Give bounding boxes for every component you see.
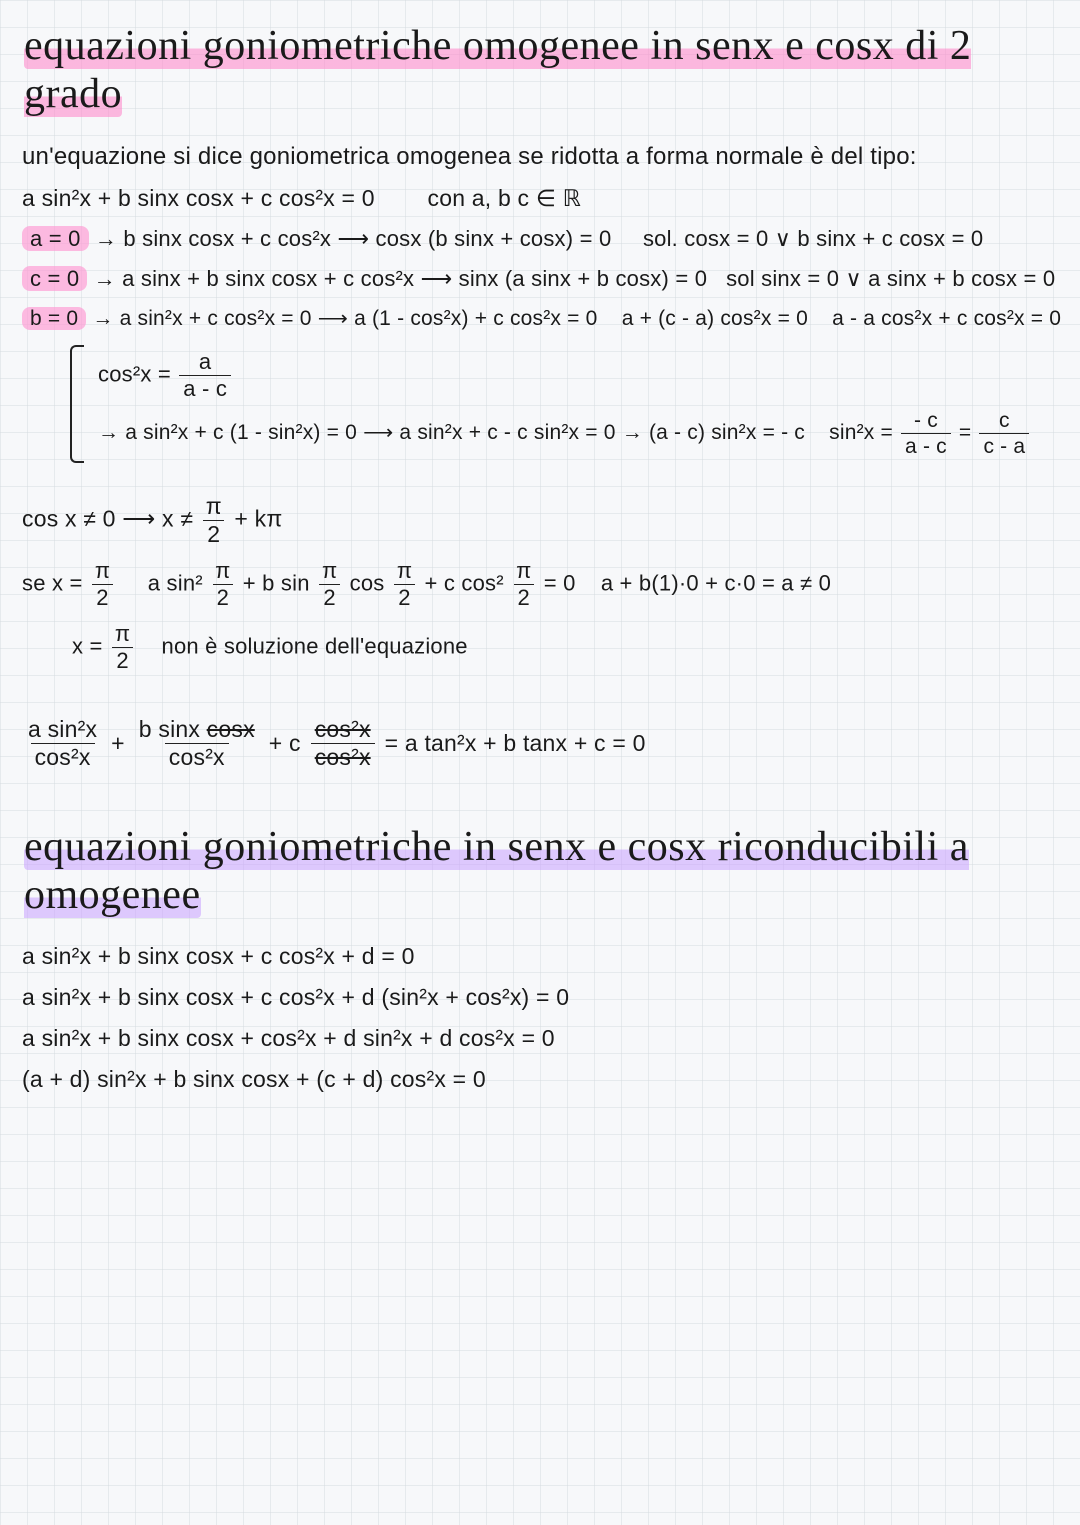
plus-1: +: [111, 730, 125, 757]
case-c-label: c = 0: [22, 266, 87, 291]
term2-strike: cosx: [207, 716, 255, 742]
plus-2: + c: [269, 730, 301, 757]
frac-c-over-c-a: c c - a: [979, 410, 1029, 457]
frac-term3: cos²x cos²x: [311, 718, 375, 769]
case-b-bracket: cos²x = a a - c → a sin²x + c (1 - sin²x…: [70, 345, 1058, 463]
frac-num: c: [995, 410, 1014, 433]
frac-pi-2-g: π 2: [111, 623, 134, 672]
big-bracket: [70, 345, 84, 463]
case-c-2: ⟶ sinx (a sinx + b cosx) = 0: [421, 266, 708, 291]
frac-den: cos²x: [165, 743, 229, 769]
non-sol-row: x = π 2 non è soluzione dell'equazione: [72, 623, 1058, 672]
se-expand: a + b(1)·0 + c·0 = a ≠ 0: [601, 570, 831, 595]
case-a-row: a = 0 → b sinx cosx + c cos²x ⟶ cosx (b …: [22, 226, 1058, 252]
frac-neg-c: - c a - c: [901, 410, 951, 457]
frac-pi-2-a: π 2: [202, 495, 226, 546]
frac-den: 2: [112, 647, 132, 672]
title-2: equazioni goniometriche in senx e cosx r…: [22, 819, 1058, 930]
frac-term1: a sin²x cos²x: [24, 718, 101, 769]
case-b-r1b: ⟶ a (1 - cos²x) + c cos²x = 0: [318, 307, 598, 330]
frac-num: a: [195, 351, 215, 375]
eq-main: a sin²x + b sinx cosx + c cos²x = 0: [22, 185, 375, 211]
frac-den: 2: [203, 520, 224, 546]
case-b-r1a: → a sin²x + c cos²x = 0: [92, 307, 311, 330]
intro-text: un'equazione si dice goniometrica omogen…: [22, 143, 1058, 171]
title-1: equazioni goniometriche omogenee in senx…: [22, 18, 1058, 129]
non-sol-pre: x =: [72, 633, 103, 658]
frac-pi-2-b: π 2: [91, 560, 114, 609]
frac-den: 2: [319, 584, 339, 609]
frac-num: a sin²x: [24, 718, 101, 743]
frac-den: 2: [92, 584, 112, 609]
case-b-b2b: ⟶ a sin²x + c - c sin²x = 0: [363, 421, 616, 444]
case-c-1: → a sinx + b sinx cosx + c cos²x: [94, 266, 415, 291]
r1: a sin²x + b sinx cosx + c cos²x + d = 0: [22, 943, 1058, 970]
r4: (a + d) sin²x + b sinx cosx + (c + d) co…: [22, 1066, 1058, 1093]
frac-num: - c: [910, 410, 942, 433]
frac-den: c - a: [979, 433, 1029, 457]
frac-pi-2-c: π 2: [211, 560, 234, 609]
frac-den: 2: [394, 584, 414, 609]
r3: a sin²x + b sinx cosx + cos²x + d sin²x …: [22, 1025, 1058, 1052]
frac-den: a - c: [901, 433, 951, 457]
eq-main-cond: con a, b c ∈ ℝ: [428, 185, 582, 211]
case-b-r1d: a - a cos²x + c cos²x = 0: [832, 307, 1061, 330]
frac-num: π: [211, 560, 234, 584]
frac-num: π: [318, 560, 341, 584]
div-result: = a tan²x + b tanx + c = 0: [385, 730, 646, 757]
se-eq4: + c cos²: [425, 570, 504, 595]
frac-pi-2-f: π 2: [512, 560, 535, 609]
case-b-b1-lhs: cos²x =: [98, 361, 171, 386]
se-row: se x = π 2 a sin² π 2 + b sin π 2 cos π …: [22, 560, 1058, 609]
se-eq5: = 0: [544, 570, 576, 595]
frac-num: π: [91, 560, 114, 584]
case-b-r1c: a + (c - a) cos²x = 0: [622, 307, 808, 330]
frac-num-2: b sinx cosx: [135, 718, 259, 743]
eq-main-row: a sin²x + b sinx cosx + c cos²x = 0 con …: [22, 185, 1058, 212]
division-row: a sin²x cos²x + b sinx cosx cos²x + c co…: [22, 718, 1058, 769]
frac-pi-2-e: π 2: [393, 560, 416, 609]
term2-a: b sinx: [139, 716, 207, 742]
frac-num: π: [512, 560, 535, 584]
se-eq3: cos: [350, 570, 385, 595]
case-b-b2c: → (a - c) sin²x = - c: [622, 421, 805, 444]
case-a-sol: sol. cosx = 0 ∨ b sinx + c cosx = 0: [643, 226, 983, 251]
frac-den: a - c: [179, 375, 231, 400]
case-b-branch1: cos²x = a a - c: [98, 351, 1031, 400]
case-a-2: ⟶ cosx (b sinx + cosx) = 0: [337, 226, 611, 251]
case-c-sol: sol sinx = 0 ∨ a sinx + b cosx = 0: [726, 266, 1055, 291]
frac-pi-2-d: π 2: [318, 560, 341, 609]
frac-num: π: [202, 495, 226, 520]
frac-term2: b sinx cosx cos²x: [135, 718, 259, 769]
r2: a sin²x + b sinx cosx + c cos²x + d (sin…: [22, 984, 1058, 1011]
cosx-ne-0: cos x ≠ 0 ⟶ x ≠: [22, 505, 193, 531]
case-b-row1: b = 0 → a sin²x + c cos²x = 0 ⟶ a (1 - c…: [22, 306, 1058, 331]
se-label: se x =: [22, 570, 83, 595]
frac-num: π: [393, 560, 416, 584]
cosx-ne-0-row: cos x ≠ 0 ⟶ x ≠ π 2 + kπ: [22, 495, 1058, 546]
frac-num-strike: cos²x: [311, 718, 375, 743]
case-b-label: b = 0: [22, 307, 86, 330]
se-eq1: a sin²: [148, 570, 203, 595]
eq-sign: =: [959, 421, 971, 444]
frac-den: cos²x: [31, 743, 95, 769]
case-a-1: → b sinx cosx + c cos²x: [95, 226, 331, 251]
frac-den: 2: [213, 584, 233, 609]
title-1-text: equazioni goniometriche omogenee in senx…: [24, 23, 971, 117]
frac-a-over-a-c: a a - c: [179, 351, 231, 400]
se-eq2: + b sin: [243, 570, 310, 595]
case-b-b2a: → a sin²x + c (1 - sin²x) = 0: [98, 421, 357, 444]
case-c-row: c = 0 → a sinx + b sinx cosx + c cos²x ⟶…: [22, 266, 1058, 292]
non-sol-text: non è soluzione dell'equazione: [162, 633, 468, 658]
case-b-b2d: sin²x =: [829, 421, 893, 444]
cosx-ne-0-tail: + kπ: [234, 505, 282, 531]
title-2-text: equazioni goniometriche in senx e cosx r…: [24, 824, 969, 918]
frac-den: 2: [514, 584, 534, 609]
frac-num: π: [111, 623, 134, 647]
case-a-label: a = 0: [22, 226, 89, 251]
case-b-branch2: → a sin²x + c (1 - sin²x) = 0 ⟶ a sin²x …: [98, 410, 1031, 457]
frac-den-strike: cos²x: [311, 743, 375, 769]
